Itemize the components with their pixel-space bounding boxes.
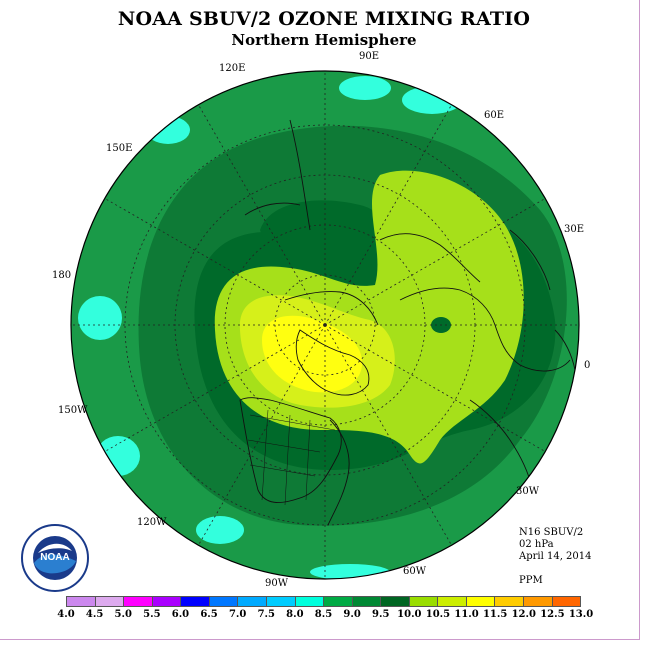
colorbar-tick: 11.5 (482, 609, 508, 620)
contour-7.5-8-f (196, 516, 244, 544)
colorbar-tick: 6.0 (171, 609, 190, 620)
lon-label-150e: 150E (106, 143, 133, 154)
contour-7.5-8-a (339, 76, 391, 100)
lon-label-120e: 120E (219, 63, 246, 74)
info-instrument: N16 SBUV/2 (519, 527, 584, 538)
colorbar-tick: 12.0 (511, 609, 536, 620)
colorbar-cell (438, 597, 467, 606)
lon-label-30w: 30W (516, 486, 540, 497)
colorbar-cell (352, 597, 382, 606)
lon-label-30e: 30E (564, 224, 585, 235)
colorbar-tick: 5.5 (143, 609, 161, 620)
lon-label-120w: 120W (137, 517, 167, 528)
colorbar-cell (238, 597, 267, 606)
contour-9-9.5-north (260, 200, 389, 273)
political-boundaries (247, 409, 336, 506)
lon-label-0: 0 (584, 360, 591, 371)
lon-label-150w: 150W (58, 405, 88, 416)
colorbar-cell (466, 597, 496, 606)
lon-label-60w: 60W (403, 566, 427, 577)
colorbar-tick: 9.0 (343, 609, 361, 620)
colorbar-cell (324, 597, 353, 606)
colorbar-cell (181, 597, 210, 606)
lon-label-180: 180 (52, 270, 72, 281)
noaa-logo: NOAA (21, 524, 89, 592)
map-boundary (70, 70, 580, 580)
colorbar-cell (381, 597, 410, 606)
lon-label-60e: 60E (484, 110, 505, 121)
lon-label-90e: 90E (359, 51, 380, 62)
colorbar-tick: 6.5 (200, 609, 218, 620)
colorbar-tick: 4.5 (85, 609, 104, 620)
colorbar-cell (152, 597, 182, 606)
lon-label-90w: 90W (265, 578, 289, 589)
colorbar-tick: 7.0 (228, 609, 247, 620)
info-date: April 14, 2014 (519, 551, 592, 562)
colorbar-tick: 10.0 (397, 609, 422, 620)
contour-7.5-8-e (96, 436, 140, 476)
contour-7.5-8-d (78, 296, 122, 340)
colorbar-tick: 4.0 (57, 609, 75, 620)
colorbar-tick: 8.5 (314, 609, 333, 620)
contour-7.5-8-c (146, 116, 190, 144)
colorbar-cell (67, 597, 96, 606)
colorbar-tick: 5.0 (114, 609, 132, 620)
map-title: NOAA SBUV/2 OZONE MIXING RATIO (117, 8, 531, 30)
colorbar-cell (124, 597, 153, 606)
colorbar (66, 596, 581, 607)
colorbar-cell (409, 597, 439, 606)
colorbar-cell (495, 597, 524, 606)
colorbar-cell (295, 597, 325, 606)
colorbar-cell (524, 597, 553, 606)
contour-7.5-8-b (402, 86, 462, 114)
colorbar-tick: 13.0 (568, 609, 594, 620)
colorbar-tick: 9.5 (372, 609, 390, 620)
colorbar-tick: 10.5 (425, 609, 451, 620)
colorbar-tick: 11.0 (454, 609, 479, 620)
info-level: 02 hPa (519, 539, 554, 550)
colorbar-cell (266, 597, 296, 606)
colorbar-tick: 8.0 (286, 609, 304, 620)
colorbar-tick: 12.5 (540, 609, 565, 620)
info-units: PPM (519, 575, 543, 586)
colorbar-cell (552, 597, 581, 606)
map-subtitle: Northern Hemisphere (231, 31, 417, 49)
logo-text: NOAA (40, 552, 69, 563)
colorbar-cell (209, 597, 239, 606)
colorbar-cell (95, 597, 125, 606)
image-frame (0, 0, 640, 640)
coastlines (239, 119, 576, 526)
colorbar-tick: 7.5 (257, 609, 275, 620)
